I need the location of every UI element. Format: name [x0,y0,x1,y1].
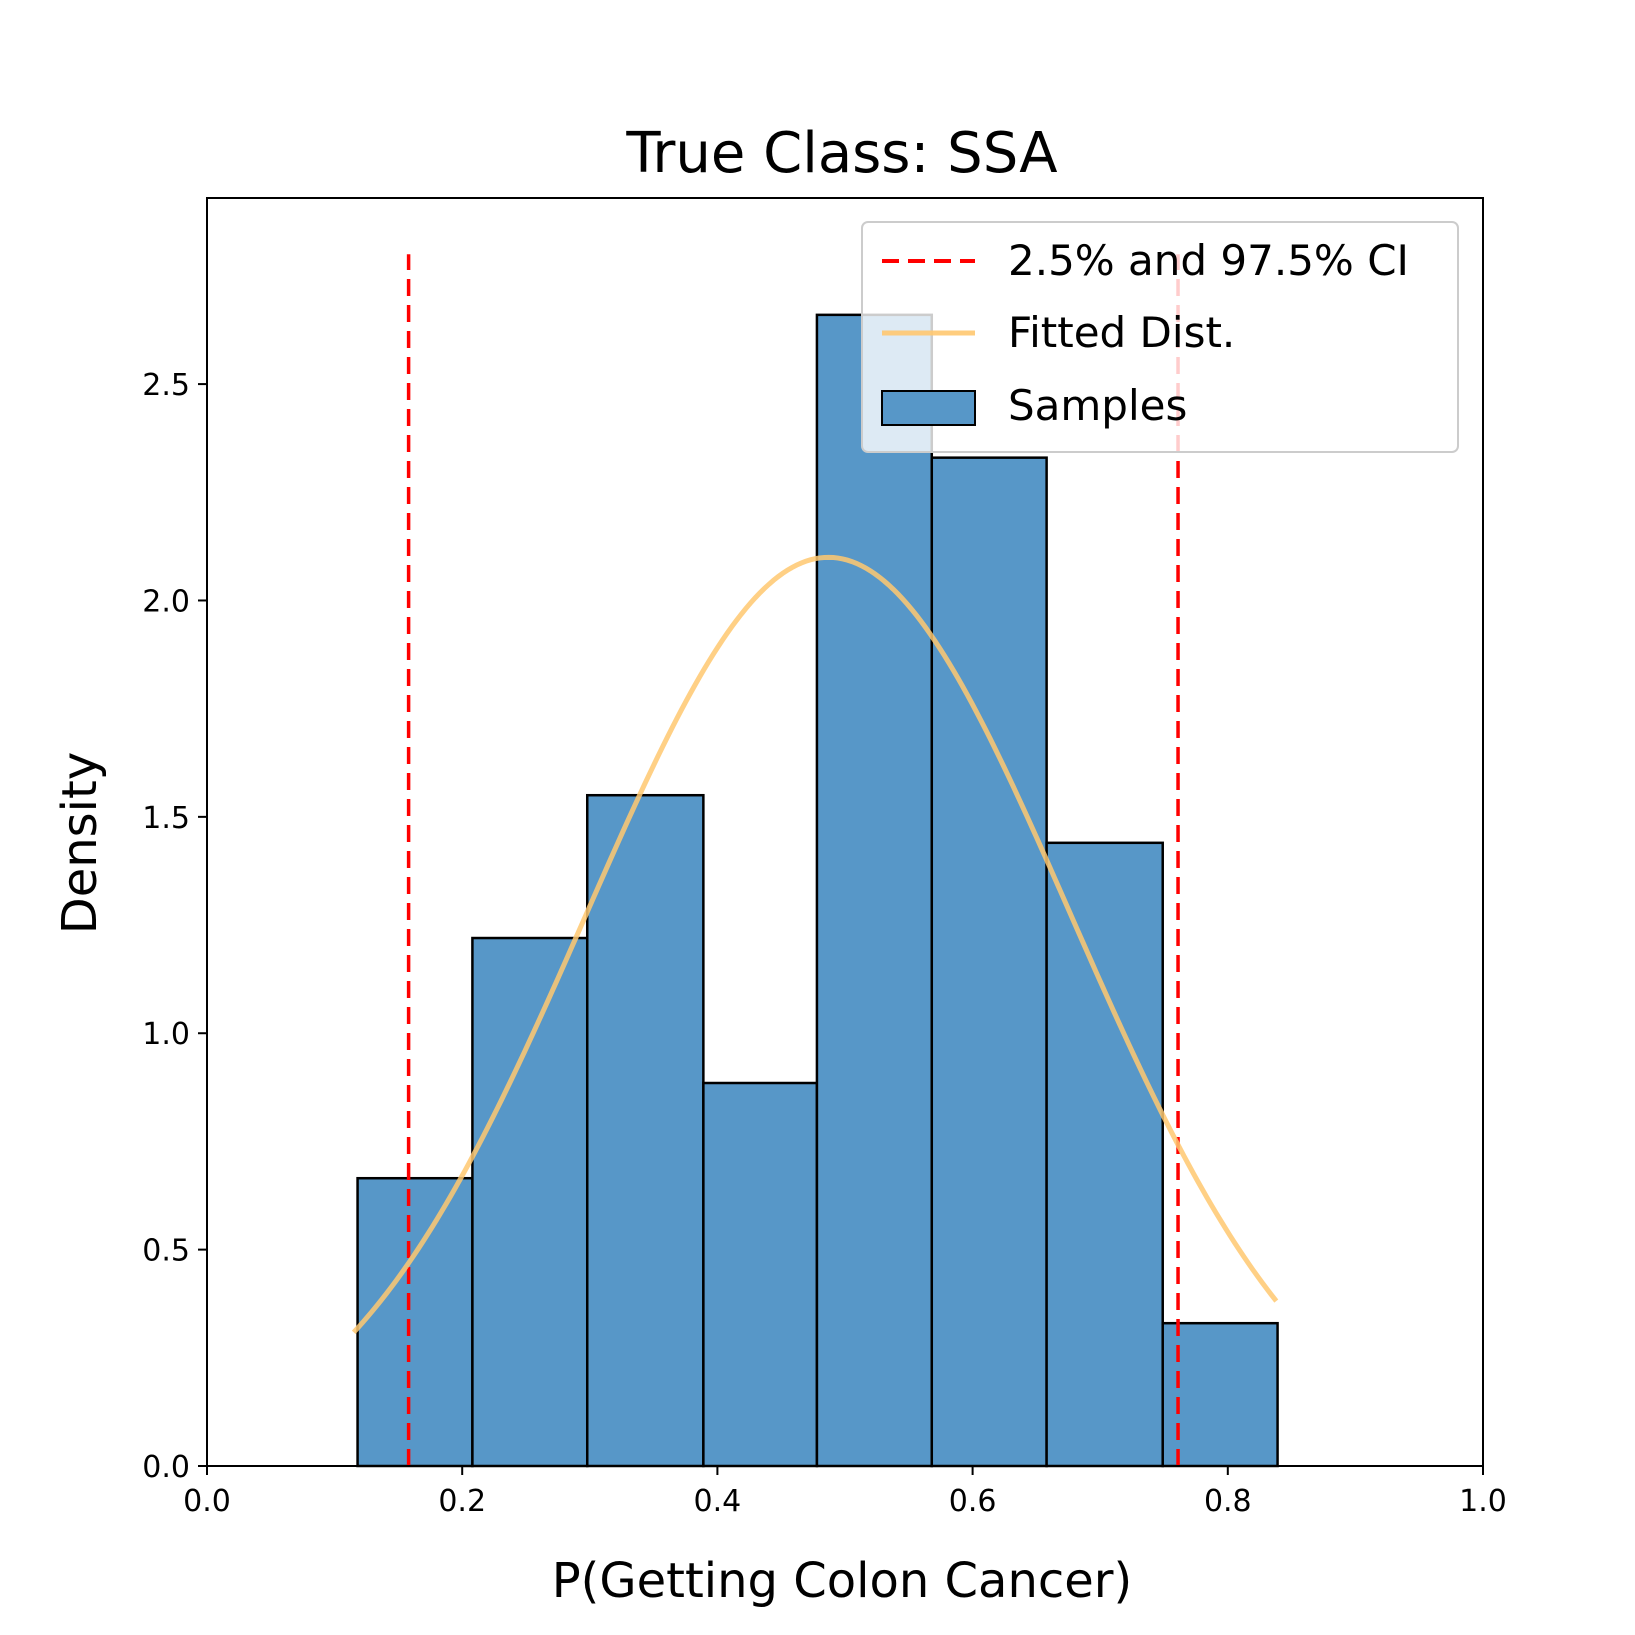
legend-samples-label: Samples [1008,381,1187,430]
x-axis-ticks: 0.0 0.2 0.4 0.6 0.8 1.0 [183,1466,1507,1519]
x-tick-label: 0.8 [1204,1484,1252,1519]
histogram-bar-7 [1045,841,1164,1468]
histogram-bar-3 [585,793,705,1468]
y-axis-ticks: 0.0 0.5 1.0 1.5 2.0 2.5 [142,368,207,1485]
histogram-bar-6 [930,456,1048,1468]
chart-title: True Class: SSA [625,121,1057,186]
x-axis-label: P(Getting Colon Cancer) [552,1553,1133,1609]
y-tick-label: 0.0 [142,1450,190,1485]
x-tick-label: 0.6 [949,1484,997,1519]
histogram-bar-8 [1161,1321,1279,1468]
y-tick-label: 0.5 [142,1234,190,1269]
x-tick-label: 1.0 [1459,1484,1507,1519]
y-tick-label: 1.5 [142,801,190,836]
legend-samples-swatch [881,390,976,426]
histogram-bar-1 [356,1176,474,1468]
histogram-bar-5 [815,313,934,1468]
y-tick-label: 2.0 [142,584,190,619]
histogram-bar-2 [471,936,589,1468]
x-tick-label: 0.2 [438,1484,486,1519]
x-tick-label: 0.4 [694,1484,742,1519]
fitted-curve-group [351,554,1279,1335]
histogram-bar-4 [702,1081,819,1468]
ci-lines [406,254,1180,1466]
fitted-distribution-curve [351,554,1279,1335]
histogram-bars [356,313,1279,1468]
legend: 2.5% and 97.5% CI Fitted Dist. Samples [861,221,1459,453]
plot-frame [206,197,1484,1467]
legend-ci-label: 2.5% and 97.5% CI [1008,236,1409,285]
y-tick-label: 2.5 [142,368,190,403]
legend-fitted-label: Fitted Dist. [1008,308,1235,357]
y-tick-label: 1.0 [142,1017,190,1052]
y-axis-label: Density [52,752,108,934]
x-tick-label: 0.0 [183,1484,231,1519]
legend-frame [861,221,1459,453]
